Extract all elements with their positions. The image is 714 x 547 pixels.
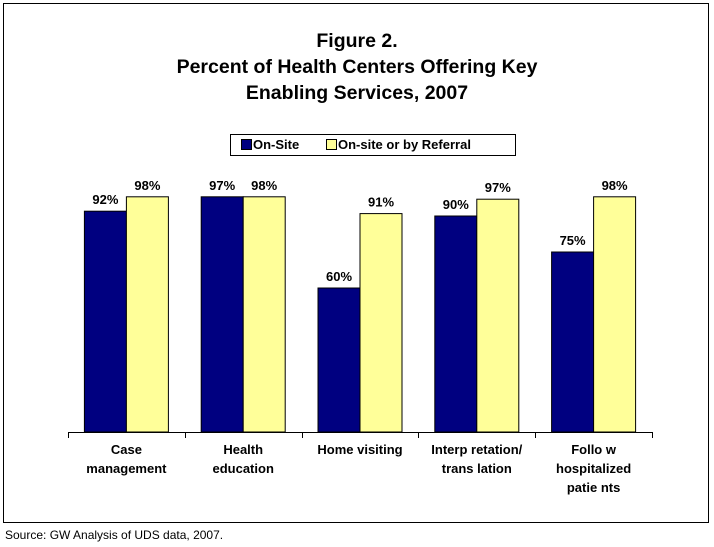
bar-referral-3 [476, 198, 520, 433]
chart-title: Figure 2. Percent of Health Centers Offe… [0, 28, 714, 106]
category-label-4-line-1: hospitalized [556, 461, 631, 476]
data-label-referral-2: 91% [368, 195, 394, 210]
category-label-1-line-1: education [212, 461, 273, 476]
category-label-3-line-0: Interp retation/ [431, 442, 522, 457]
data-label-on-site-4: 75% [560, 233, 586, 248]
category-label-2-line-0: Home visiting [317, 442, 402, 457]
data-label-on-site-0: 92% [92, 192, 118, 207]
data-label-on-site-2: 60% [326, 269, 352, 284]
legend-label-referral: On-site or by Referral [338, 137, 471, 152]
bar-on-site-3 [434, 215, 478, 433]
chart-frame [3, 3, 709, 523]
title-line-3: Enabling Services, 2007 [245, 82, 469, 104]
category-label-0-line-0: Case [111, 442, 142, 457]
category-label-3-line-1: trans lation [442, 461, 512, 476]
category-label-4-line-0: Follo w [571, 442, 617, 457]
chart-legend: On-Site On-site or by Referral [230, 134, 516, 156]
bar-referral-2 [359, 213, 403, 433]
bar-referral-4 [593, 196, 637, 433]
legend-swatch-referral [326, 139, 337, 150]
data-label-on-site-1: 97% [209, 178, 235, 193]
data-label-referral-0: 98% [134, 178, 160, 193]
legend-swatch-on-site [241, 139, 252, 150]
data-label-on-site-3: 90% [443, 197, 469, 212]
legend-label-on-site: On-Site [253, 137, 300, 152]
title-line-1: Figure 2. [316, 30, 398, 52]
data-label-referral-4: 98% [602, 178, 628, 193]
bar-on-site-4 [551, 251, 595, 433]
data-label-referral-3: 97% [485, 180, 511, 195]
data-label-referral-1: 98% [251, 178, 277, 193]
bar-referral-0 [125, 196, 169, 433]
category-label-0-line-1: management [86, 461, 167, 476]
category-label-4-line-2: patie nts [567, 480, 620, 495]
title-line-2: Percent of Health Centers Offering Key [176, 56, 538, 78]
bar-referral-1 [242, 196, 286, 433]
bar-on-site-2 [317, 287, 361, 433]
bar-on-site-1 [200, 196, 244, 433]
bar-on-site-0 [83, 210, 127, 433]
category-label-1-line-0: Health [223, 442, 263, 457]
source-note: Source: GW Analysis of UDS data, 2007. [5, 528, 224, 542]
